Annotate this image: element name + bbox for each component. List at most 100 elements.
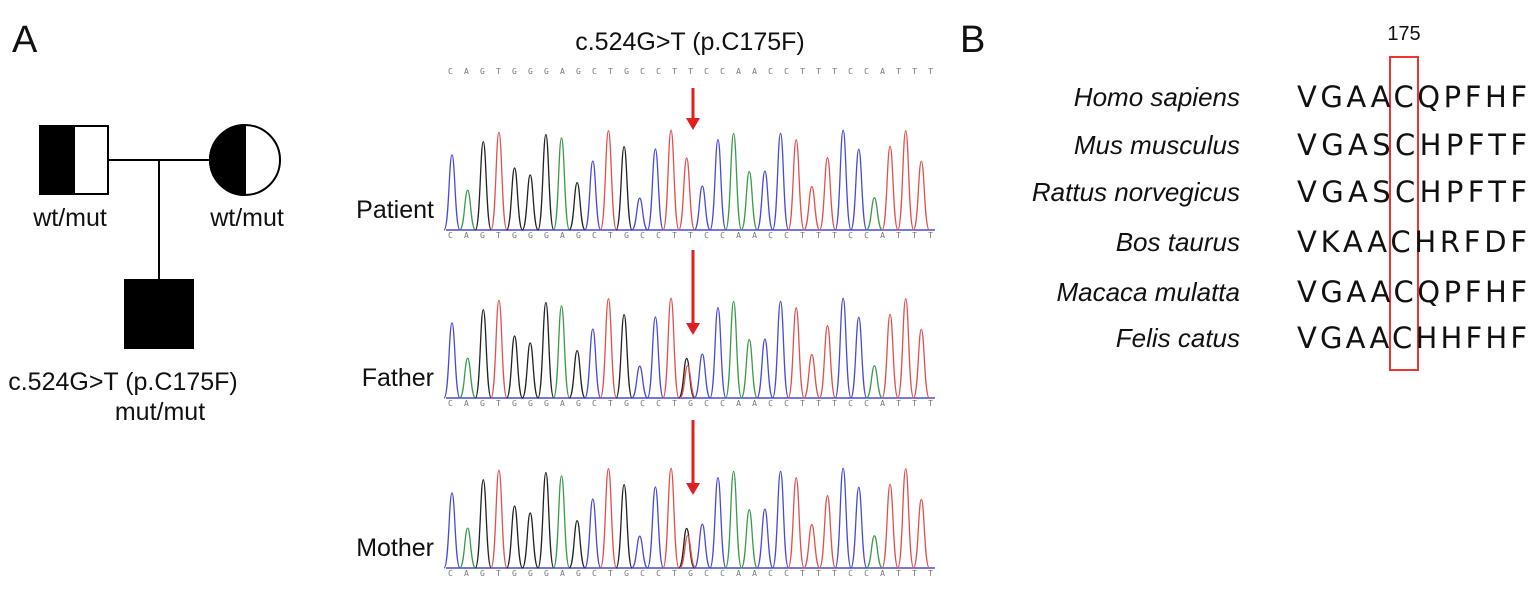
peak [897,468,915,569]
peak [678,527,696,569]
peak [474,141,492,231]
peak [584,498,602,569]
species-name: Macaca mulatta [1056,277,1240,307]
trace-label: Mother [356,534,434,562]
trace-sequence: CAGTGGGAGCTGCCTTCCAACCTTTCCATTT [448,231,933,240]
peak [474,479,492,569]
peak [631,535,649,569]
trace-label: Patient [356,196,434,224]
peak [724,470,743,569]
species-name: Homo sapiens [1074,82,1240,112]
peak [724,300,743,399]
peak [787,139,805,231]
peak [803,185,821,231]
panel-label: A [12,19,38,61]
peak [631,365,649,399]
father-genotype: wt/mut [32,204,107,232]
peak [912,160,930,231]
peak [521,512,539,569]
peak [584,160,602,231]
peak [818,157,837,231]
peak [599,298,618,399]
peak [568,350,586,399]
peak [662,129,680,231]
peak [724,132,743,231]
peak [803,353,821,399]
species-name: Bos taurus [1116,227,1240,257]
peak [740,170,758,231]
peak [646,486,665,569]
peak [693,353,711,399]
peak [552,137,571,231]
peak [552,475,571,569]
peak [740,338,758,399]
protein-sequence: VGASCHPFTF [1297,128,1527,162]
peak [756,170,774,231]
trace-label: Father [362,364,434,392]
peak [912,328,930,399]
peak [834,297,852,399]
protein-sequence: VGAACHHFHF [1297,321,1527,355]
peak [740,508,758,569]
peak [490,131,508,231]
peak [646,316,665,399]
peak [679,534,697,569]
peak [615,145,633,231]
arrow-head [686,323,700,335]
peak [850,316,868,399]
arrow-head [686,118,700,130]
child-genotype: mut/mut [115,398,205,426]
peak [756,508,774,569]
protein-sequence: VGAACQPFHF [1297,275,1527,309]
peak [490,299,508,399]
peak [865,365,884,399]
species-name: Rattus norvegicus [1032,177,1240,207]
reference-sequence: CAGTGGGAGCTGCCTTCCAACCTTTCCATTT [448,67,933,76]
peak [709,138,727,231]
pedigree [39,123,281,349]
species-name: Felis catus [1116,323,1240,353]
peak [552,305,571,399]
peak [834,467,852,569]
panel-label: B [960,19,985,61]
child-variant: c.524G>T (p.C175F) [8,368,238,396]
mother-genotype: wt/mut [209,204,284,232]
peak [865,535,884,569]
protein-sequence: VGASCHPFTF [1297,175,1527,209]
peak [631,197,649,231]
peak [850,486,868,569]
peak [897,130,915,231]
peak [568,182,586,231]
peak [803,523,821,569]
peak [818,325,837,399]
peak [615,313,633,399]
trace-sequence: CAGTGGGAGCTGCCTGCCAACCTTTCCATTT [448,399,933,408]
protein-sequence: VGAACQPFHF [1297,80,1527,114]
peak [459,357,477,399]
peak [662,297,680,399]
peak [459,527,477,569]
peak [912,498,930,569]
peak [537,301,555,399]
peak [850,148,868,231]
peak [771,132,790,231]
highlight-box [1389,56,1419,371]
peak [678,157,696,231]
peak [599,130,618,231]
peak [756,338,774,399]
peak [881,313,899,399]
arrow-head [686,483,700,495]
peak [615,483,633,569]
trace-sequence: CAGTGGGAGCTGCCTGCCAACCTTTCCATTT [448,569,933,578]
mother-fill [209,123,246,197]
peak [679,364,697,399]
peak [709,306,727,399]
child-symbol [124,279,194,349]
peak [865,197,884,231]
chromatogram-title: c.524G>T (p.C175F) [575,28,805,56]
peak [678,357,696,399]
peak [443,322,461,399]
peak [490,469,508,569]
peak [568,520,586,569]
peak [646,148,665,231]
